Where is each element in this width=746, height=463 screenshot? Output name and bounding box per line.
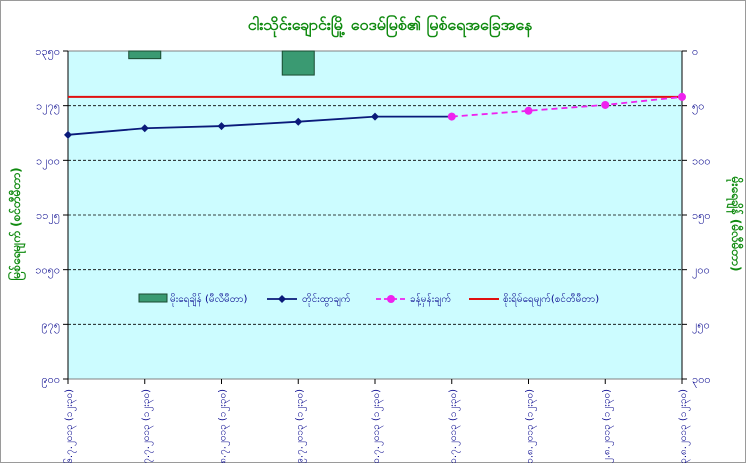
observed-point — [64, 130, 72, 139]
forecast-point — [601, 100, 610, 109]
y-tick-label-left: ၁၃၅၀ — [35, 45, 60, 60]
x-tick-label: ၂၆.၇.၂၀၁၃ (၁၂း၃၀) — [62, 389, 77, 463]
forecast-point — [447, 112, 456, 121]
legend-label-observed: တိုင်းထွာချက် — [302, 292, 351, 307]
legend-label-warning: စိုးရိမ်ရေမျက်(စင်တီမီတာ) — [503, 292, 599, 307]
y-tick-label-left: ၁၂၇၅ — [36, 100, 60, 115]
legend-label-forecast: ခန့်မှန်းချက် — [410, 292, 451, 307]
forecast-point — [678, 92, 686, 101]
y-tick-label-right: ၂၀၀ — [692, 264, 710, 279]
chart-title: ငါးသိုင်းချောင်းမြို့ ဝေဒမ်မြစ်၏ မြစ်ရေအ… — [248, 14, 533, 38]
legend-swatch-rainfall — [138, 293, 168, 303]
observed-point — [371, 112, 379, 121]
observed-point — [294, 117, 303, 126]
y-tick-label-right: ၁၅၀ — [692, 209, 711, 224]
y-tick-label-left: ၁၁၂၅ — [36, 209, 60, 224]
x-tick-label: ၂၈.၇.၂၀၁၃ (၁၂း၃၀) — [218, 389, 231, 463]
rainfall-bar — [128, 50, 162, 60]
x-tick-label: ၂၉.၇.၂၀၁၃ (၁၂း၃၀) — [294, 389, 307, 463]
y-tick-label-left: ၉၇၅ — [41, 318, 60, 333]
observed-line — [67, 115, 452, 136]
y-tick-label-right: ၃၀၀ — [692, 373, 711, 388]
forecast-point — [524, 106, 533, 115]
x-tick-label: ၃၀.၇.၂၀၁၃ (၁၂း၃၀) — [371, 389, 384, 463]
y-tick-label-right: ၀ — [692, 45, 698, 58]
x-tick-label: ၃.၈.၂၀၁၃ (၁၂း၃၀) — [678, 389, 691, 463]
y-tick-label-right: ၅၀ — [692, 100, 704, 115]
y-tick-label-left: ၁၀၅၀ — [35, 264, 60, 279]
y-tick-label-left: ၁၂၀၀ — [36, 154, 60, 169]
legend: မိုးရေချိန် (မီလီမီတာ) တိုင်းထွာချက် ခန့်မ… — [138, 292, 599, 307]
y-axis-label-left: မြစ်ရေမျက် (စင်တီမီတာ) — [6, 167, 27, 280]
x-tick-label: ၃၁.၇.၂၀၁၃ (၁၂း၃၀) — [448, 389, 461, 463]
forecast-line — [451, 96, 683, 118]
legend-marker-forecast — [387, 295, 395, 303]
y-tick-label-right: ၂၅၀ — [692, 318, 710, 333]
y-tick-label-right: ၁၀၀ — [692, 154, 711, 167]
x-tick-label: ၂.၈.၂၀၁၃ (၁၂း၃၀) — [601, 389, 614, 463]
observed-point — [217, 122, 226, 131]
observed-point — [140, 124, 149, 133]
rainfall-bar — [281, 50, 315, 76]
y-axis-label-right: မိုးရေချိန် (မီလီမီတာ) — [725, 176, 745, 272]
x-tick-label: ၂၇.၇.၂၀၁၃ (၁၂း၃၀) — [141, 389, 154, 463]
y-tick-label-left: ၉၀၀ — [41, 373, 60, 388]
x-tick-label: ၁.၈.၂၀၁၃ (၁၂း၃၀) — [525, 389, 538, 463]
legend-marker-observed — [278, 295, 286, 303]
legend-label-rainfall: မိုးရေချိန် (မီလီမီတာ) — [170, 292, 248, 307]
